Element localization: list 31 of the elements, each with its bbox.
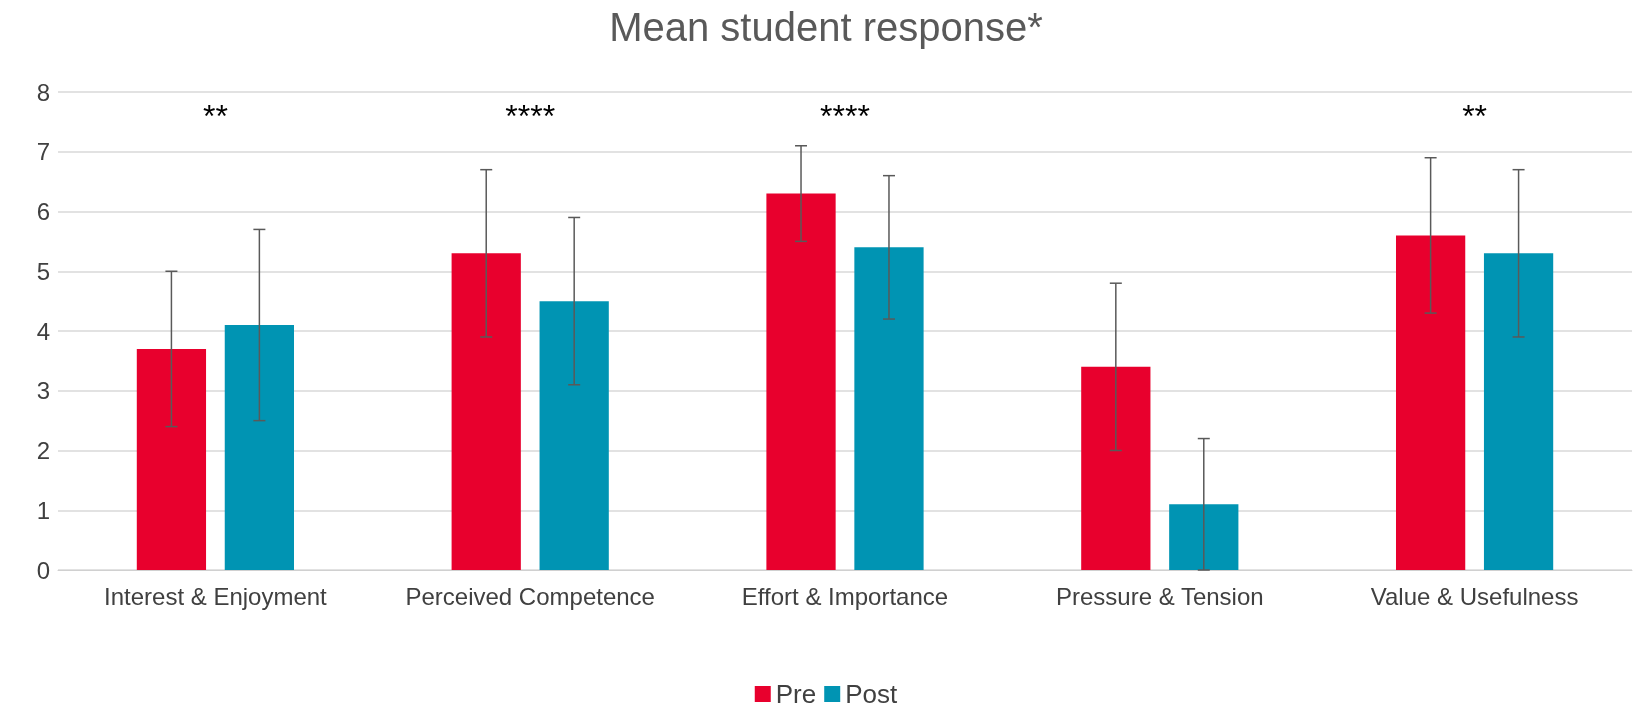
annotation: **** xyxy=(820,98,870,134)
legend-label: Post xyxy=(845,679,899,709)
bar xyxy=(224,325,295,570)
bar xyxy=(766,193,836,570)
bar xyxy=(539,301,609,570)
bar xyxy=(1169,504,1239,570)
y-tick-label: 8 xyxy=(36,78,50,106)
x-tick-label: Interest & Enjoyment xyxy=(104,582,328,610)
y-tick-label: 0 xyxy=(36,556,50,584)
x-tick-label: Value & Usefulness xyxy=(1370,582,1579,610)
annotation: **** xyxy=(505,98,556,134)
y-tick-label: 5 xyxy=(36,257,50,285)
y-tick-label: 2 xyxy=(36,437,50,464)
bar xyxy=(451,253,521,570)
bar xyxy=(1081,366,1151,570)
y-tick-label: 3 xyxy=(36,377,50,405)
annotation: ** xyxy=(1462,98,1488,134)
x-tick-label: Pressure & Tension xyxy=(1055,582,1264,610)
y-tick-label: 7 xyxy=(36,138,50,166)
bar xyxy=(1483,253,1554,570)
y-tick-label: 1 xyxy=(36,496,50,524)
x-tick-label: Effort & Importance xyxy=(741,582,949,610)
chart-title: Mean student response* xyxy=(609,5,1043,49)
x-tick-label: Perceived Competence xyxy=(405,582,655,610)
y-tick-label: 4 xyxy=(36,317,50,345)
legend-label: Pre xyxy=(775,679,817,709)
bar xyxy=(854,247,924,570)
y-tick-label: 6 xyxy=(36,198,50,225)
bar xyxy=(1395,235,1466,570)
annotation: ** xyxy=(202,98,228,134)
bar xyxy=(136,348,207,570)
